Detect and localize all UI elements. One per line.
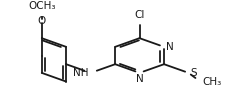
Text: N: N [136, 74, 143, 84]
Text: O: O [38, 16, 46, 26]
Text: Cl: Cl [134, 10, 145, 20]
Text: N: N [166, 42, 173, 52]
Text: OCH₃: OCH₃ [28, 1, 55, 11]
Text: S: S [190, 68, 197, 78]
Text: CH₃: CH₃ [203, 77, 222, 87]
Text: NH: NH [73, 68, 89, 78]
